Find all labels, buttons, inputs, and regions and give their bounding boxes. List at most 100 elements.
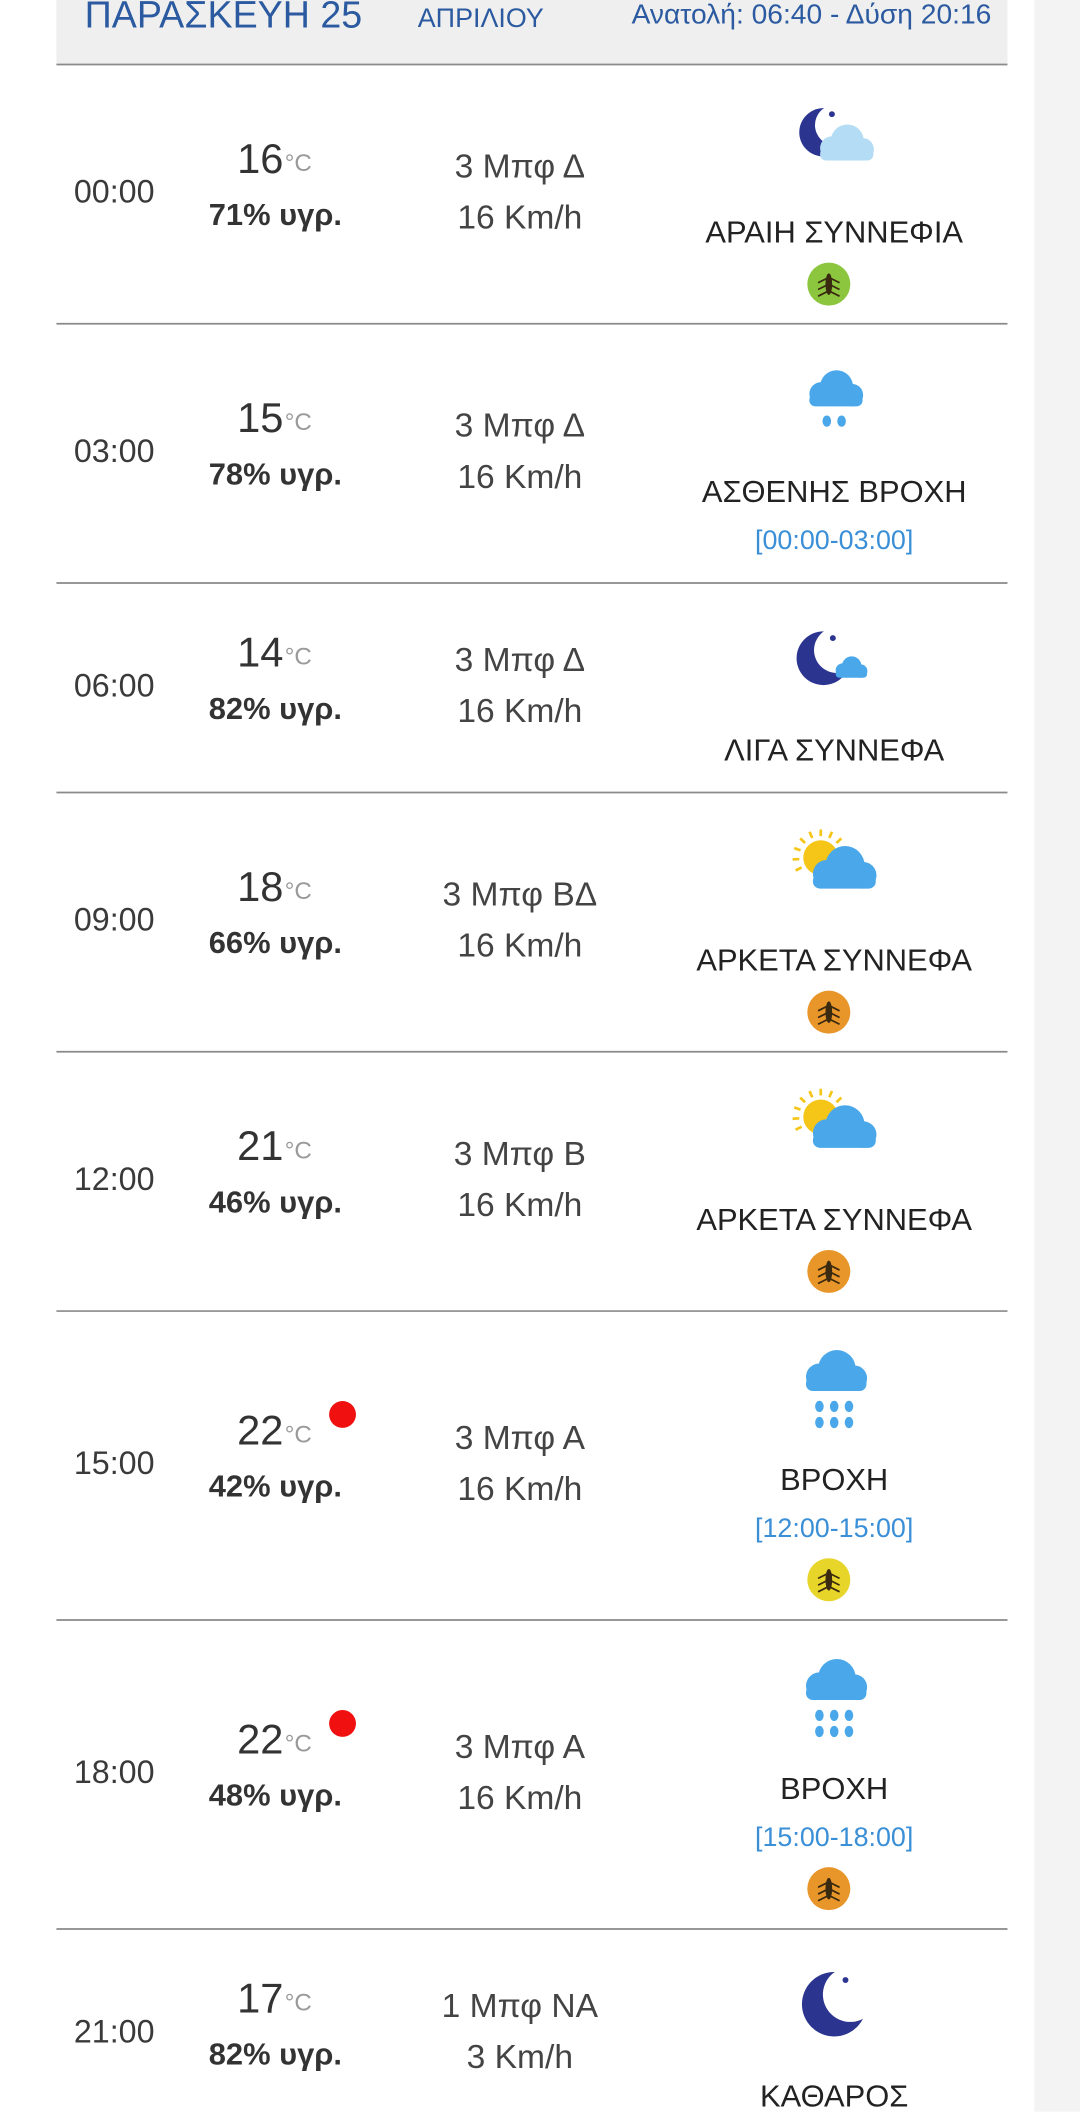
forecast-row: 03:00 15 °C 78% υγρ. 3 Μπφ Δ 16 Km/h ΑΣΘΕΝΗΣ Β… [74,370,967,555]
wind-speed: 16 Km/h [457,928,582,965]
sun-ray [828,1090,834,1098]
humidity: 82% υγρ. [209,691,342,726]
forecast-row: 21:00 17 °C 82% υγρ. 1 Μπφ ΝΑ 3 Km/h ΚΑΘΑΡΟΣ [74,1967,908,2112]
mosquito-badge [807,262,851,306]
cloud-part [812,1133,876,1148]
temperature: 17 [237,1975,283,2022]
wind: 3 Μπφ Α [455,1420,586,1457]
description: ΒΡΟΧΗ [780,1462,888,1497]
humidity: 78% υγρ. [209,456,342,491]
wind-speed: 16 Km/h [457,1780,582,1817]
alert-dot [329,1710,356,1737]
temperature: 21 [237,1122,283,1169]
wind: 3 Μπφ Β [454,1136,586,1173]
temperature: 16 [237,135,283,182]
sun-ray [799,837,807,844]
time: 12:00 [74,1161,155,1197]
time: 21:00 [74,2013,155,2049]
rain-drop [844,1725,854,1738]
sun-ray [808,1090,814,1098]
rain-interval: [12:00-15:00] [755,1513,913,1543]
humidity: 48% υγρ. [209,1777,342,1812]
humidity: 66% υγρ. [209,925,342,960]
rain-drop [815,1709,824,1722]
sun-ray [799,1096,807,1104]
star [828,111,835,118]
header-bar [56,0,1008,65]
insect-leg [817,1572,830,1580]
insect-leg [828,276,840,284]
cloud-part [820,148,874,161]
weather-icon [799,104,874,161]
description: ΚΑΘΑΡΟΣ [760,2078,908,2112]
mosquito-badge [807,1249,851,1293]
temperature-unit: °C [285,644,312,671]
rain-drop [815,1400,824,1413]
weather-icon [796,627,868,686]
insect-leg [817,1881,830,1889]
weather-icon [801,1967,878,2037]
description: ΑΡΚΕΤΑ ΣΥΝΝΕΦΑ [696,943,972,978]
description: ΒΡΟΧΗ [780,1771,888,1806]
weather-icon [792,1088,877,1148]
forecast-row: 15:00 22 °C 42% υγρ. 3 Μπφ Α 16 Km/h ΒΡΟΧΗ [12:… [74,1350,913,1602]
mosquito-badge [807,1558,851,1602]
sun-ray [835,837,843,844]
humidity: 42% υγρ. [209,1469,342,1504]
insect-leg [817,1887,830,1895]
weather-icon [805,1658,868,1738]
insect-leg [828,1887,840,1895]
mosquito-badge [807,990,851,1034]
temperature-unit: °C [285,1421,312,1448]
rain-drop [829,1416,839,1429]
insect-leg [828,1277,840,1285]
insect-leg [817,1263,830,1271]
rain-interval: [00:00-03:00] [755,525,913,555]
sun-ray [835,1096,843,1104]
temperature-unit: °C [285,150,312,177]
sun-ray [808,831,814,839]
insect-leg [828,1270,840,1278]
insect-leg [817,1894,830,1902]
wind: 3 Μπφ Δ [455,148,585,185]
forecast-row: 18:00 22 °C 48% υγρ. 3 Μπφ Α 16 Km/h ΒΡΟΧΗ [15:… [74,1658,913,1911]
month: ΑΠΡΙΛΙΟΥ [418,3,544,33]
insect-leg [828,290,840,297]
moon-cut [822,1967,878,2022]
mosquito-badge [807,1867,851,1911]
rain-drop [829,1709,839,1722]
sun-times: Ανατολή: 06:40 - Δύση 20:16 [632,0,992,30]
rain-drop [837,415,846,427]
insect-leg [817,1270,830,1278]
alert-dot [329,1401,356,1428]
rain-interval: [15:00-18:00] [755,1822,913,1852]
rain-drop [829,1400,839,1413]
cloud-part [835,670,868,678]
rain-drop [844,1400,854,1413]
temperature: 22 [237,1715,283,1762]
sun-ray [795,1125,803,1131]
forecast: ΠΑΡΑΣΚΕΥΗ 25 ΑΠΡΙΛΙΟΥ Ανατολή: 06:40 - Δ… [56,0,1080,2112]
wind: 3 Μπφ Δ [455,642,585,679]
rain-drop [844,1709,854,1722]
weather-icon [792,829,877,889]
forecast-row: 06:00 14 °C 82% υγρ. 3 Μπφ Δ 16 Km/h ΛΙΓΑ ΣΥΝΝ… [74,627,945,767]
star [829,635,836,642]
insect-leg [828,1263,840,1271]
humidity: 71% υγρ. [209,197,342,232]
rain-drop [815,1416,824,1429]
wind-speed: 16 Km/h [457,1471,582,1508]
cloud-part [805,1685,867,1700]
star [842,1977,849,1983]
temperature: 15 [237,394,283,441]
sun-ray [793,846,801,852]
humidity: 82% υγρ. [209,2037,342,2072]
weather-icon [805,1350,868,1429]
description: ΑΡΑΙΗ ΣΥΝΝΕΦΙΑ [705,215,963,250]
cloud-part [809,393,863,407]
day-title: ΠΑΡΑΣΚΕΥΗ 25 [85,0,363,35]
sun-ray [793,1106,801,1111]
weather-icon [809,370,864,427]
insect-leg [828,1585,840,1593]
